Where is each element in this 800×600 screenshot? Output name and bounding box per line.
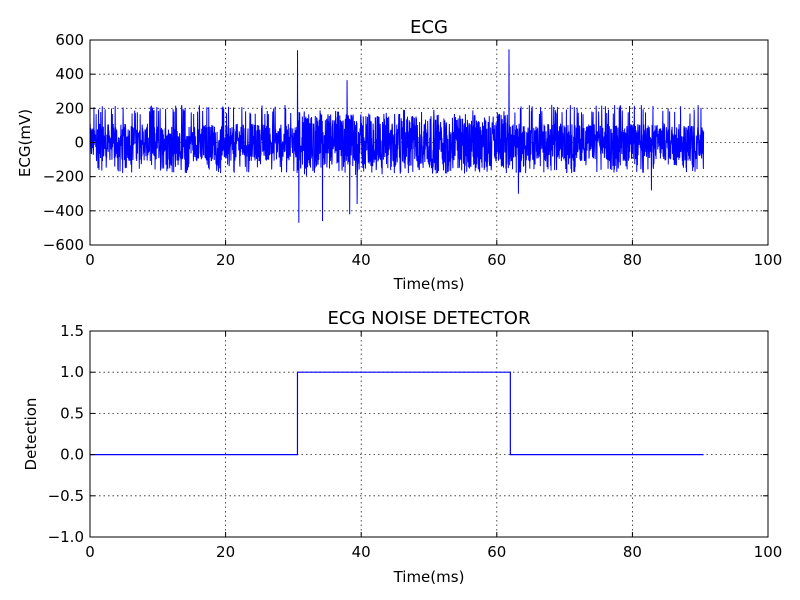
noise-detector-grid — [89, 330, 769, 538]
ecg-y-tick-label: 400 — [55, 65, 84, 83]
noise-detector-y-tick-label: 1.0 — [60, 363, 84, 381]
noise-detector-x-tick-label: 40 — [352, 543, 371, 561]
ecg-x-tick-label: 80 — [623, 251, 642, 269]
noise-detector-y-ticks: −1.0 −0.5 0.0 0.5 1.0 1.5 — [48, 322, 768, 546]
ecg-x-tick-label: 20 — [216, 251, 235, 269]
noise-detector-y-tick-label: 0.0 — [60, 446, 84, 464]
noise-detector-x-tick-label: 20 — [216, 543, 235, 561]
ecg-x-tick-label: 0 — [85, 251, 95, 269]
noise-detector-x-tick-label: 60 — [487, 543, 506, 561]
ecg-y-tick-label: −600 — [43, 236, 84, 254]
ecg-y-ticks: −600 −400 −200 0 200 400 600 — [43, 31, 768, 254]
noise-detector-x-axis-label: Time(ms) — [393, 568, 465, 586]
noise-detector-y-tick-label: 0.5 — [60, 404, 84, 422]
noise-detector-y-axis-label: Detection — [22, 398, 40, 471]
noise-detector-y-tick-label: −0.5 — [48, 487, 84, 505]
ecg-x-axis-label: Time(ms) — [393, 275, 465, 293]
ecg-x-tick-label: 40 — [352, 251, 371, 269]
noise-detector-x-tick-label: 80 — [623, 543, 642, 561]
ecg-y-tick-label: −400 — [43, 202, 84, 220]
ecg-plot: ECG 0 20 40 60 80 100 −600−400−2000200400600 … — [16, 17, 782, 293]
noise-detector-y-tick-label: 1.5 — [60, 322, 84, 340]
ecg-x-tick-label: 100 — [754, 251, 783, 269]
noise-detector-plot: ECG NOISE DETECTOR 0 20 40 60 80 100 −1.0 −0.5… — [22, 308, 782, 586]
ecg-signal-line — [89, 49, 705, 223]
noise-detector-axes-frame — [89, 330, 769, 538]
ecg-y-tick-label: −200 — [43, 168, 84, 186]
ecg-x-ticks: 0 20 40 60 80 100 — [85, 40, 782, 269]
ecg-y-tick-label: 0 — [74, 134, 84, 152]
ecg-y-tick-label: 200 — [55, 99, 84, 117]
ecg-title: ECG — [410, 17, 448, 38]
noise-detector-x-ticks: 0 20 40 60 80 100 — [85, 331, 782, 561]
noise-detector-y-tick-label: −1.0 — [48, 528, 84, 546]
ecg-x-tick-label: 60 — [487, 251, 506, 269]
ecg-y-axis-label: ECG(mV) — [16, 109, 34, 177]
noise-detector-title: ECG NOISE DETECTOR — [328, 308, 531, 329]
noise-detector-x-tick-label: 0 — [85, 543, 95, 561]
detection-line — [90, 371, 704, 456]
ecg-y-tick-label: 600 — [55, 31, 84, 49]
noise-detector-x-tick-label: 100 — [754, 543, 783, 561]
